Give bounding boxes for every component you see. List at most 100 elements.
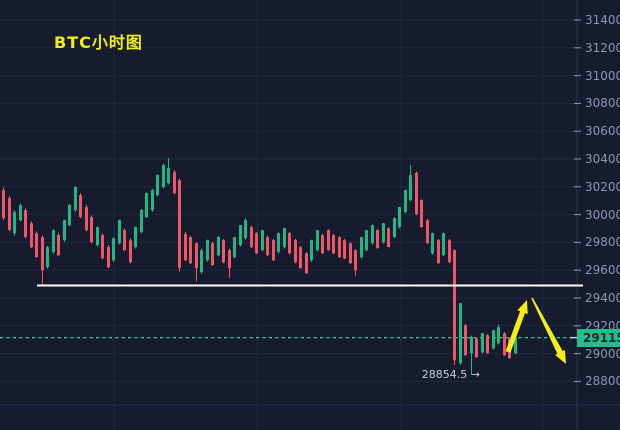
candle-body — [24, 210, 27, 238]
candle-body — [497, 327, 500, 344]
y-axis-label: 30600 — [585, 124, 620, 139]
candle-body — [30, 223, 33, 248]
y-axis-label: 30000 — [585, 207, 620, 222]
low-price-annotation: 28854.5 → — [421, 368, 480, 381]
candle-body — [426, 220, 429, 244]
candle-body — [261, 230, 264, 251]
candle-body — [431, 233, 434, 254]
candle-body — [349, 243, 352, 264]
candle-body — [514, 337, 517, 354]
candle-body — [283, 228, 286, 248]
candle-body — [217, 237, 220, 256]
candle-body — [46, 247, 49, 268]
candle-body — [420, 200, 423, 228]
candle-body — [173, 172, 176, 194]
candle-body — [79, 195, 82, 218]
current-price-tag: 29115 — [577, 328, 620, 347]
candle-body — [145, 193, 148, 218]
candle-body — [222, 240, 225, 263]
candle-body — [415, 172, 418, 215]
candle-body — [52, 230, 55, 253]
candle-body — [448, 240, 451, 263]
down-arrow[interactable] — [531, 297, 566, 364]
candle-body — [68, 205, 71, 226]
candle-body — [288, 233, 291, 254]
candle-body — [470, 337, 473, 354]
y-axis-label: 28800 — [585, 374, 620, 389]
candle-body — [178, 180, 181, 269]
chart-title: BTC小时图 — [54, 33, 143, 52]
candle-body — [382, 223, 385, 243]
candle-body — [387, 228, 390, 248]
candle-body — [255, 233, 258, 254]
candle-body — [96, 227, 99, 246]
candle-body — [2, 190, 5, 219]
candle-body — [250, 227, 253, 248]
candle-body — [338, 237, 341, 258]
candle-body — [167, 168, 170, 184]
candle-body — [189, 237, 192, 264]
candle-body — [277, 233, 280, 253]
candle-body — [272, 240, 275, 261]
candle-body — [294, 240, 297, 263]
candle-body — [195, 243, 198, 269]
price-axis[interactable]: 31400 31200 31000 30800 30600 30400 30200 30000… — [577, 0, 620, 430]
candle-body — [206, 240, 209, 261]
candle-body — [228, 250, 231, 269]
candle-body — [299, 247, 302, 269]
candle-body — [409, 175, 412, 201]
candle-body — [13, 212, 16, 234]
candle-body — [162, 165, 165, 188]
candle-body — [85, 207, 88, 231]
candle-body — [129, 240, 132, 263]
up-arrow[interactable] — [505, 300, 528, 353]
candle-body — [481, 333, 484, 353]
candle-body — [486, 335, 489, 354]
candle-body — [112, 238, 115, 261]
candle-body — [398, 207, 401, 228]
candle-body — [475, 338, 478, 358]
candle-body — [41, 237, 44, 271]
y-axis-label: 29600 — [585, 263, 620, 278]
y-axis-label: 30400 — [585, 152, 620, 166]
y-axis-label: 31400 — [585, 13, 620, 27]
y-axis-label: 31000 — [585, 68, 620, 83]
candle-body — [360, 237, 363, 258]
candle-body — [140, 210, 143, 233]
candle-body — [503, 333, 506, 356]
candle-body — [90, 217, 93, 243]
candle-body — [134, 227, 137, 248]
candle-body — [332, 235, 335, 254]
candle-body — [211, 243, 214, 266]
current-price-value: 29115 — [583, 330, 620, 345]
candle-body — [63, 220, 66, 241]
candle-body — [19, 205, 22, 221]
candle-body — [316, 230, 319, 251]
candle-body — [35, 233, 38, 258]
candle-body — [354, 250, 357, 271]
candle-body — [404, 190, 407, 213]
candle-body — [200, 250, 203, 273]
candle-body — [376, 230, 379, 249]
candle-body — [321, 235, 324, 254]
candle-body — [74, 187, 77, 211]
candle-body — [57, 235, 60, 256]
candle-body — [327, 230, 330, 251]
candle-body — [101, 235, 104, 259]
y-axis-label: 29800 — [585, 235, 620, 250]
y-axis-label: 30800 — [585, 96, 620, 111]
candle-body — [244, 220, 247, 239]
candle-body — [8, 198, 11, 230]
candle-body — [123, 230, 126, 251]
candle-body — [233, 237, 236, 258]
candle-body — [464, 325, 467, 356]
candle-body — [453, 250, 456, 361]
candle-body — [365, 230, 368, 251]
candle-body — [437, 240, 440, 264]
candle-body — [305, 253, 308, 274]
candle-body — [266, 237, 269, 256]
y-axis-label: 29000 — [585, 346, 620, 361]
candle-body — [371, 225, 374, 244]
